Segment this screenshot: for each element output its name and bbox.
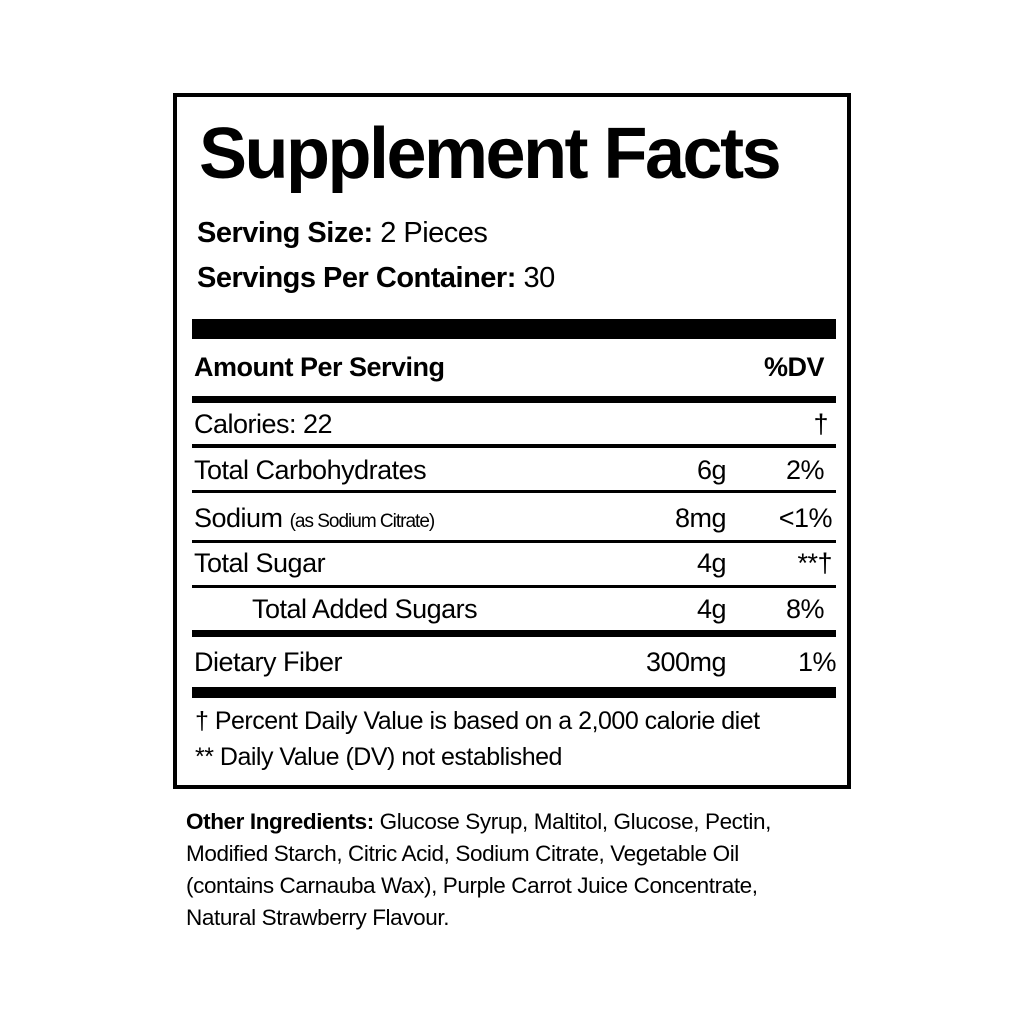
table-row: Calories: 22 † — [192, 404, 836, 444]
row-label: Total Carbohydrates — [194, 455, 427, 485]
divider — [192, 396, 836, 403]
row-amount: 8mg — [674, 503, 727, 533]
row-amount: 4g — [696, 594, 727, 624]
row-dv: † — [813, 409, 828, 439]
serving-size-value: 2 Pieces — [380, 217, 488, 249]
servings-per-container-label: Servings Per Container: — [197, 262, 516, 294]
serving-size: Serving Size: 2 Pieces — [197, 217, 488, 250]
row-dv: <1% — [778, 503, 833, 533]
serving-size-label: Serving Size: — [197, 217, 373, 249]
row-label: Total Added Sugars — [252, 594, 478, 624]
table-row: Total Carbohydrates 6g 2% — [192, 450, 836, 490]
divider — [192, 540, 836, 543]
other-ingredients: Other Ingredients: Glucose Syrup, Maltit… — [186, 806, 826, 934]
table-row: Total Sugar 4g **† — [192, 543, 836, 583]
row-amount: 300mg — [645, 647, 727, 677]
row-dv: 2% — [785, 455, 825, 485]
divider — [192, 490, 836, 493]
row-label: Dietary Fiber — [194, 647, 343, 677]
row-dv: 1% — [797, 647, 837, 677]
servings-per-container-value: 30 — [523, 262, 555, 294]
table-row: Total Added Sugars 4g 8% — [192, 589, 836, 629]
row-label: Calories: 22 — [194, 409, 333, 439]
row-amount: 4g — [696, 548, 727, 578]
divider — [192, 585, 836, 588]
row-dv: 8% — [785, 594, 825, 624]
row-label: Total Sugar — [194, 548, 326, 578]
ingredients-text: Glucose Syrup, Maltitol, Glucose, Pectin… — [186, 809, 771, 930]
supplement-facts-panel: Supplement Facts Serving Size: 2 Pieces … — [173, 93, 851, 789]
table-row: Sodium (as Sodium Citrate) 8mg <1% — [192, 498, 836, 538]
row-label: Sodium — [194, 503, 283, 533]
header-amount: Amount Per Serving — [194, 352, 445, 382]
table-header: Amount Per Serving %DV — [192, 347, 836, 387]
footnote-dagger: † Percent Daily Value is based on a 2,00… — [195, 707, 760, 735]
row-note: (as Sodium Citrate) — [289, 511, 436, 532]
servings-per-container: Servings Per Container: 30 — [197, 262, 555, 295]
footnote-double-asterisk: ** Daily Value (DV) not established — [195, 743, 562, 771]
row-label-group: Sodium (as Sodium Citrate) — [194, 503, 436, 534]
row-amount: 6g — [696, 455, 727, 485]
header-dv: %DV — [763, 352, 825, 382]
divider — [192, 630, 836, 637]
row-dv: **† — [797, 548, 832, 578]
table-row: Dietary Fiber 300mg 1% — [192, 642, 837, 682]
thick-divider — [192, 319, 836, 339]
divider — [192, 444, 836, 448]
thick-divider — [192, 687, 836, 698]
panel-title: Supplement Facts — [199, 114, 782, 194]
ingredients-label: Other Ingredients: — [186, 809, 374, 834]
